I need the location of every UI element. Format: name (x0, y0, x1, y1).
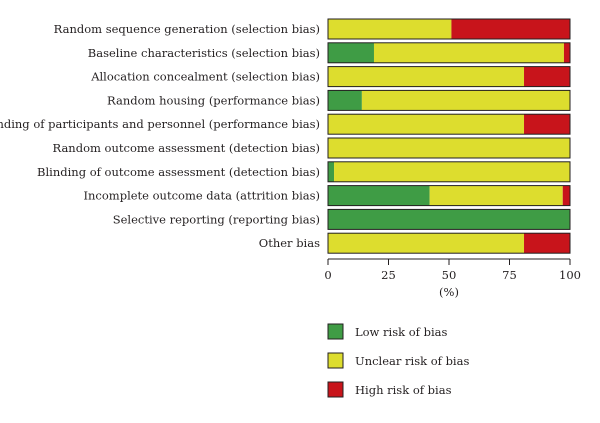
legend-label-unclear-risk-of-bias: Unclear risk of bias (355, 354, 469, 368)
bar-segment-unclear-risk-of-bias-blinding-of-outcome-assessment-detection-bias (334, 161, 570, 182)
legend-label-high-risk-of-bias: High risk of bias (355, 383, 452, 397)
row-labels: Random sequence generation (selection bi… (0, 22, 320, 250)
x-axis: 0 25 50 75 100 (%) (324, 258, 581, 299)
bar-segment-high-risk-of-bias-baseline-characteristics-selection-bias (563, 42, 570, 63)
legend-label-low-risk-of-bias: Low risk of bias (355, 325, 447, 339)
row-label-allocation-concealment-selection-bias: Allocation concealment (selection bias) (90, 70, 320, 84)
bar-outline-random-outcome-assessment-detection-bias (327, 137, 571, 159)
bar-segment-low-risk-of-bias-selective-reporting-reporting-bias (328, 209, 570, 230)
bar-outline-incomplete-outcome-data-attrition-bias (327, 185, 571, 207)
bar-outline-other-bias (327, 232, 571, 254)
bar-segment-unclear-risk-of-bias-random-housing-performance-bias (361, 90, 570, 111)
bar-segment-low-risk-of-bias-random-housing-performance-bias (328, 90, 362, 111)
bar-outline-allocation-concealment-selection-bias (327, 66, 571, 88)
bar-outline-random-housing-performance-bias (327, 89, 571, 111)
x-tick-label-100: 100 (559, 268, 581, 282)
row-label-random-housing-performance-bias: Random housing (performance bias) (107, 93, 320, 107)
row-label-incomplete-outcome-data-attrition-bias: Incomplete outcome data (attrition bias) (83, 189, 320, 203)
legend: Low risk of bias Unclear risk of bias High… (327, 323, 469, 398)
bar-segment-unclear-risk-of-bias-baseline-characteristics-selection-bias (373, 42, 564, 63)
bar-segment-high-risk-of-bias-other-bias (524, 233, 570, 254)
bar-segment-low-risk-of-bias-baseline-characteristics-selection-bias (328, 42, 374, 63)
bar-segment-unclear-risk-of-bias-random-outcome-assessment-detection-bias (328, 138, 570, 158)
legend-swatch-low-risk-of-bias (327, 323, 344, 340)
x-tick-label-50: 50 (442, 268, 457, 282)
bar-segment-unclear-risk-of-bias-blinding-of-participants-and-personnel-performance-bias (328, 114, 525, 135)
x-tick-label-75: 75 (502, 268, 517, 282)
bar-segment-high-risk-of-bias-random-sequence-generation-selection-bias (451, 19, 570, 39)
bar-segment-high-risk-of-bias-incomplete-outcome-data-attrition-bias (562, 185, 570, 206)
x-axis-label: (%) (439, 285, 459, 299)
bar-segment-unclear-risk-of-bias-other-bias (328, 233, 525, 254)
row-label-selective-reporting-reporting-bias: Selective reporting (reporting bias) (113, 212, 320, 226)
bars-layer (327, 18, 571, 254)
row-label-blinding-of-outcome-assessment-detection-bias: Blinding of outcome assessment (detectio… (37, 165, 320, 179)
bar-outline-baseline-characteristics-selection-bias (327, 42, 571, 64)
bar-segment-high-risk-of-bias-blinding-of-participants-and-personnel-performance-bias (524, 114, 570, 135)
row-label-other-bias: Other bias (259, 236, 320, 250)
bar-segment-unclear-risk-of-bias-allocation-concealment-selection-bias (328, 66, 525, 87)
row-label-blinding-of-participants-and-personnel-performance-bias: Blinding of participants and personnel (… (0, 117, 320, 131)
row-label-baseline-characteristics-selection-bias: Baseline characteristics (selection bias… (88, 46, 320, 60)
bar-outline-selective-reporting-reporting-bias (327, 208, 571, 230)
bar-segment-unclear-risk-of-bias-random-sequence-generation-selection-bias (328, 19, 452, 39)
bar-segment-unclear-risk-of-bias-incomplete-outcome-data-attrition-bias (429, 185, 563, 206)
bar-segment-low-risk-of-bias-blinding-of-outcome-assessment-detection-bias (328, 161, 335, 182)
bar-outline-blinding-of-outcome-assessment-detection-bias (327, 161, 571, 183)
row-label-random-outcome-assessment-detection-bias: Random outcome assessment (detection bia… (53, 141, 320, 155)
bar-outline-blinding-of-participants-and-personnel-performance-bias (327, 113, 571, 135)
x-tick-label-25: 25 (381, 268, 396, 282)
bar-segment-low-risk-of-bias-incomplete-outcome-data-attrition-bias (328, 185, 430, 206)
x-tick-label-0: 0 (324, 268, 331, 282)
legend-swatch-high-risk-of-bias (327, 381, 344, 398)
row-label-random-sequence-generation-selection-bias: Random sequence generation (selection bi… (54, 22, 320, 36)
bar-outline-random-sequence-generation-selection-bias (327, 18, 571, 40)
bar-segment-high-risk-of-bias-allocation-concealment-selection-bias (524, 66, 570, 87)
legend-swatch-unclear-risk-of-bias (327, 352, 344, 369)
